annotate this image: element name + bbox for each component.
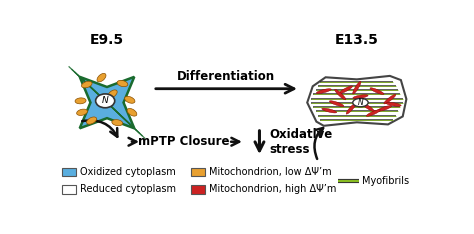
Ellipse shape: [377, 106, 392, 111]
Ellipse shape: [362, 103, 374, 111]
Text: Myofibrils: Myofibrils: [362, 176, 410, 186]
Text: Oxidative
stress: Oxidative stress: [269, 128, 333, 156]
Bar: [191, 168, 205, 176]
Text: Mitochondrion, high ΔΨ’m: Mitochondrion, high ΔΨ’m: [209, 184, 337, 194]
Ellipse shape: [108, 90, 117, 98]
Text: E9.5: E9.5: [90, 33, 124, 47]
Text: Reduced cytoplasm: Reduced cytoplasm: [80, 184, 176, 194]
Ellipse shape: [384, 94, 396, 104]
Ellipse shape: [353, 99, 368, 107]
Bar: [62, 185, 76, 194]
Bar: [62, 168, 76, 176]
Ellipse shape: [316, 89, 331, 94]
Ellipse shape: [125, 96, 135, 103]
Text: Mitochondrion, low ΔΨ’m: Mitochondrion, low ΔΨ’m: [209, 167, 332, 177]
Text: E13.5: E13.5: [335, 33, 379, 47]
Ellipse shape: [117, 80, 128, 87]
Ellipse shape: [370, 88, 384, 95]
Ellipse shape: [97, 73, 106, 82]
Text: N: N: [357, 98, 364, 107]
Text: Differentiation: Differentiation: [177, 70, 275, 83]
Ellipse shape: [82, 81, 92, 88]
Ellipse shape: [353, 81, 361, 94]
Bar: [191, 185, 205, 194]
Ellipse shape: [353, 95, 368, 99]
Ellipse shape: [339, 86, 353, 94]
Ellipse shape: [346, 103, 356, 114]
Polygon shape: [80, 77, 134, 128]
Ellipse shape: [386, 102, 401, 106]
Ellipse shape: [87, 117, 97, 124]
Text: Oxidized cytoplasm: Oxidized cytoplasm: [80, 167, 175, 177]
Text: N: N: [102, 96, 109, 105]
Ellipse shape: [112, 120, 123, 126]
Polygon shape: [307, 76, 406, 126]
Ellipse shape: [77, 109, 87, 115]
Ellipse shape: [127, 108, 137, 116]
Ellipse shape: [329, 101, 344, 106]
Ellipse shape: [96, 94, 115, 108]
Ellipse shape: [75, 98, 86, 104]
Ellipse shape: [366, 110, 380, 116]
Ellipse shape: [335, 89, 346, 100]
Ellipse shape: [322, 108, 337, 113]
Text: mPTP Closure: mPTP Closure: [138, 135, 230, 148]
